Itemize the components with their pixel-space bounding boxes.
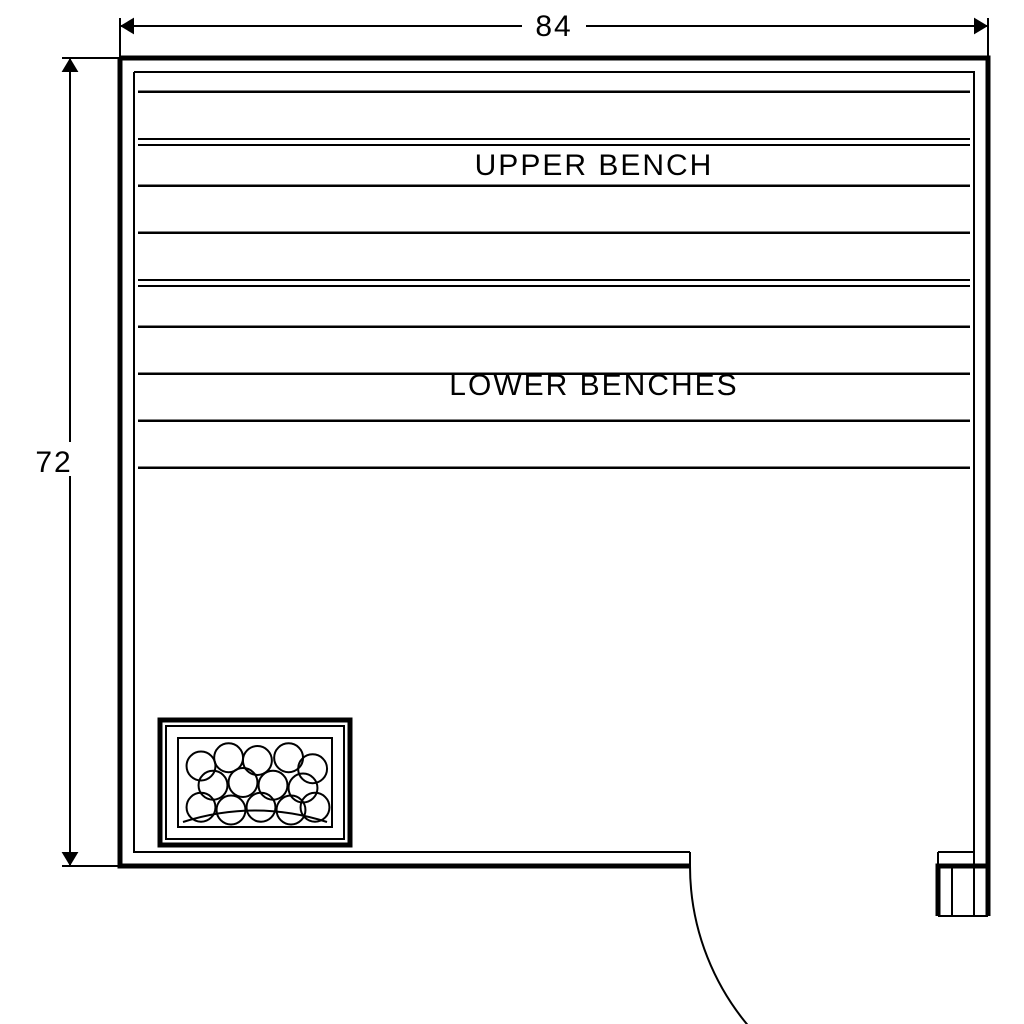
heater — [160, 720, 350, 845]
bench-slats — [138, 91, 970, 468]
upper-bench-label: UPPER BENCH — [475, 149, 714, 182]
door-swing-arc — [690, 866, 938, 1024]
dimension-width-label: 84 — [535, 10, 572, 43]
room-outline — [120, 58, 988, 1024]
lower-bench-label: LOWER BENCHES — [449, 369, 738, 402]
dimension-height-label: 72 — [35, 446, 72, 479]
